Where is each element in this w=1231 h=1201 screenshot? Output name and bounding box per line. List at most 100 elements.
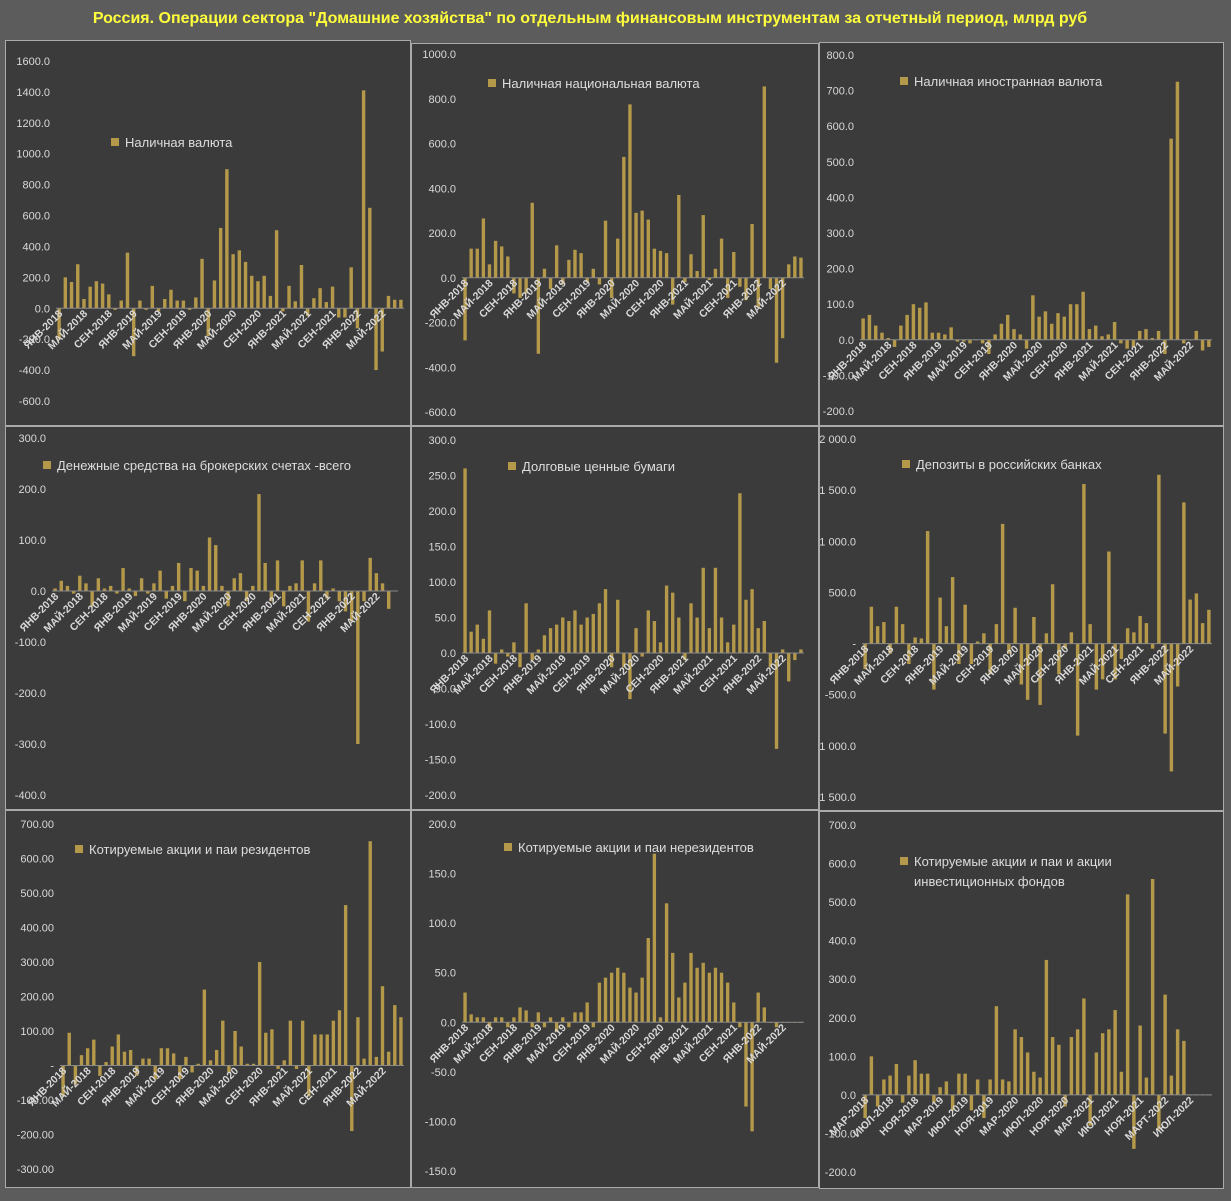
bar	[695, 617, 699, 653]
bar	[603, 589, 608, 653]
y-tick-label: 200.0	[22, 272, 50, 284]
y-tick-label: 2 000.0	[820, 434, 856, 446]
bar	[1107, 551, 1111, 644]
bar	[787, 264, 791, 278]
bar	[863, 1094, 867, 1119]
bar	[350, 1065, 354, 1132]
bar	[628, 104, 632, 278]
bar	[597, 603, 602, 653]
chart-svg: -400.0 -300.0 -200.0 -100.0 0.0 100.0 200.0 300…	[15, 433, 398, 802]
bar	[469, 248, 473, 278]
bar	[554, 245, 559, 278]
bar	[144, 308, 148, 310]
y-tick-label: -100.0	[823, 370, 854, 382]
bar	[73, 1065, 78, 1085]
bar	[225, 169, 229, 309]
y-tick-label: 0.0	[441, 273, 456, 285]
bar	[104, 1062, 108, 1066]
chart-panel-7: -300.00 -200.00 -100.00-100.00 200.00 300.00…	[5, 810, 411, 1188]
bar	[282, 591, 286, 607]
bar	[932, 1094, 936, 1103]
y-tick-label: 1000.0	[422, 49, 456, 61]
y-tick-label: 500.0	[828, 897, 856, 909]
y-tick-label: 600.0	[428, 139, 456, 151]
bar	[307, 1065, 311, 1097]
bar	[634, 628, 638, 653]
bar	[512, 642, 516, 653]
bar	[1157, 1094, 1161, 1130]
bar	[1038, 1077, 1042, 1095]
bar	[658, 642, 663, 653]
bar	[957, 1073, 961, 1095]
bar	[90, 591, 94, 607]
bar	[524, 277, 528, 294]
bar	[506, 653, 510, 657]
bar	[1150, 338, 1155, 340]
bar	[1063, 1094, 1067, 1107]
bar	[244, 591, 249, 602]
chart-panel-8: -150.0 -100.0 -50.0 0.0 50.0 100.0 150.0 200.0 Я…	[411, 810, 819, 1188]
bar	[493, 240, 498, 278]
bar	[900, 1094, 905, 1103]
bar	[732, 624, 736, 653]
bar	[548, 628, 553, 653]
bar	[78, 575, 82, 591]
bar	[506, 256, 510, 278]
bar	[707, 628, 712, 653]
bar	[861, 318, 865, 340]
bar	[110, 1046, 114, 1066]
bar	[1069, 632, 1074, 644]
y-tick-label: 0.0	[841, 1090, 856, 1102]
y-tick-label: 100.0	[828, 1051, 856, 1063]
bar	[1150, 878, 1155, 1095]
chart-panel-5: -200.0 -150.0 -100.0 -50.0 0.0 50.0 100.0 150.0…	[411, 426, 819, 810]
bar	[982, 633, 986, 644]
bar	[561, 617, 565, 653]
bar	[469, 631, 473, 653]
y-tick-label: 600.0	[826, 121, 854, 133]
bar	[165, 1048, 170, 1066]
bar	[646, 219, 650, 278]
bar	[1000, 523, 1005, 644]
bar	[799, 649, 803, 653]
bar	[938, 1087, 942, 1095]
bar	[888, 1075, 892, 1095]
bar	[944, 1081, 949, 1095]
y-tick-label: 700.00	[20, 819, 54, 831]
y-tick-label: 200.0	[18, 484, 46, 496]
bar	[683, 982, 687, 1023]
bar	[300, 1020, 305, 1066]
bar	[1169, 138, 1173, 340]
y-tick-label: 600.0	[22, 211, 50, 223]
bar	[1019, 643, 1024, 685]
bar	[399, 299, 403, 309]
bar	[1056, 313, 1060, 340]
y-tick-label: 1 500.0	[820, 485, 856, 497]
bar	[69, 282, 74, 309]
bar	[591, 1022, 595, 1028]
bar	[374, 308, 378, 371]
y-tick-label: -200.0	[823, 406, 854, 418]
bar	[487, 610, 492, 653]
bar	[597, 277, 602, 285]
bar	[1182, 502, 1186, 644]
bar	[646, 610, 650, 653]
bar	[1131, 339, 1136, 347]
y-tick-label: 0.0	[839, 335, 854, 347]
bar	[1207, 339, 1211, 347]
bar	[671, 277, 675, 305]
bar	[994, 1006, 999, 1095]
bar	[263, 562, 267, 591]
bar	[1181, 339, 1186, 344]
bar	[1156, 330, 1161, 340]
chart-svg: -200.0 -150.0 -100.0 -50.0 0.0 50.0 100.0 150.0…	[425, 435, 804, 802]
legend-label: Наличная иностранная валюта	[914, 74, 1103, 89]
bar	[907, 1075, 911, 1095]
bar	[561, 1017, 565, 1023]
chart-legend: Наличная валюта	[111, 133, 232, 153]
bar	[701, 215, 705, 278]
bar	[994, 624, 999, 644]
bar	[1125, 894, 1130, 1095]
y-tick-label: -100.00	[17, 1095, 54, 1107]
bar	[1012, 329, 1016, 340]
